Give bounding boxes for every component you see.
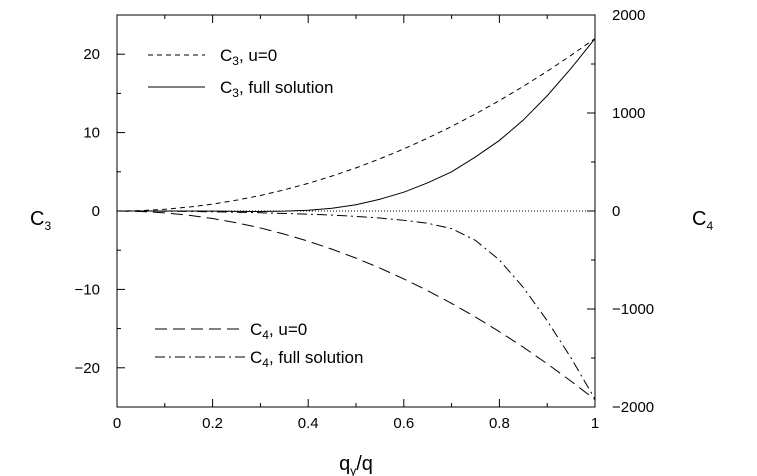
x-tick-label: 0.4 [298, 415, 319, 432]
y-left-tick-label: −10 [75, 281, 100, 298]
legend-label-c4-u0: C4, u=0 [250, 320, 307, 342]
x-tick-label: 0 [113, 415, 121, 432]
legend-label-c4-full: C4, full solution [250, 348, 363, 370]
series-line-1 [117, 38, 596, 212]
y-right-tick-label: 0 [612, 203, 620, 220]
x-axis-title: qy/q [339, 453, 373, 476]
y-axis-right-title: C4 [692, 208, 713, 233]
y-left-tick-label: 20 [83, 46, 100, 63]
y-right-tick-label: 2000 [612, 7, 645, 24]
y-left-tick-label: 10 [83, 125, 100, 142]
series-line-4 [117, 210, 596, 400]
x-tick-label: 0.2 [202, 415, 223, 432]
y-left-tick-label: −20 [75, 360, 100, 377]
x-tick-label: 0.8 [489, 415, 510, 432]
y-axis-left-title: C3 [30, 208, 51, 233]
ticks [116, 14, 596, 408]
series-line-3 [116, 210, 596, 401]
legend-label-c3-full: C3, full solution [220, 78, 333, 100]
x-tick-label: 1 [591, 415, 599, 432]
legend-top: C3, u=0 C3, full solution [148, 46, 333, 100]
y-right-tick-label: 1000 [612, 105, 645, 122]
y-left-tick-label: 0 [92, 203, 100, 220]
tick-labels: 0 0.2 0.4 0.6 0.8 1 −20 −10 0 10 20 −2000 −1000 0 1000… [75, 7, 655, 432]
series-group [116, 38, 596, 401]
legend-label-c3-u0: C3, u=0 [220, 46, 277, 68]
x-tick-label: 0.6 [393, 415, 414, 432]
y-right-tick-label: −1000 [612, 301, 654, 318]
series-line-0 [116, 38, 596, 212]
legend-bottom: C4, u=0 C4, full solution [155, 320, 363, 370]
y-right-tick-label: −2000 [612, 399, 654, 416]
